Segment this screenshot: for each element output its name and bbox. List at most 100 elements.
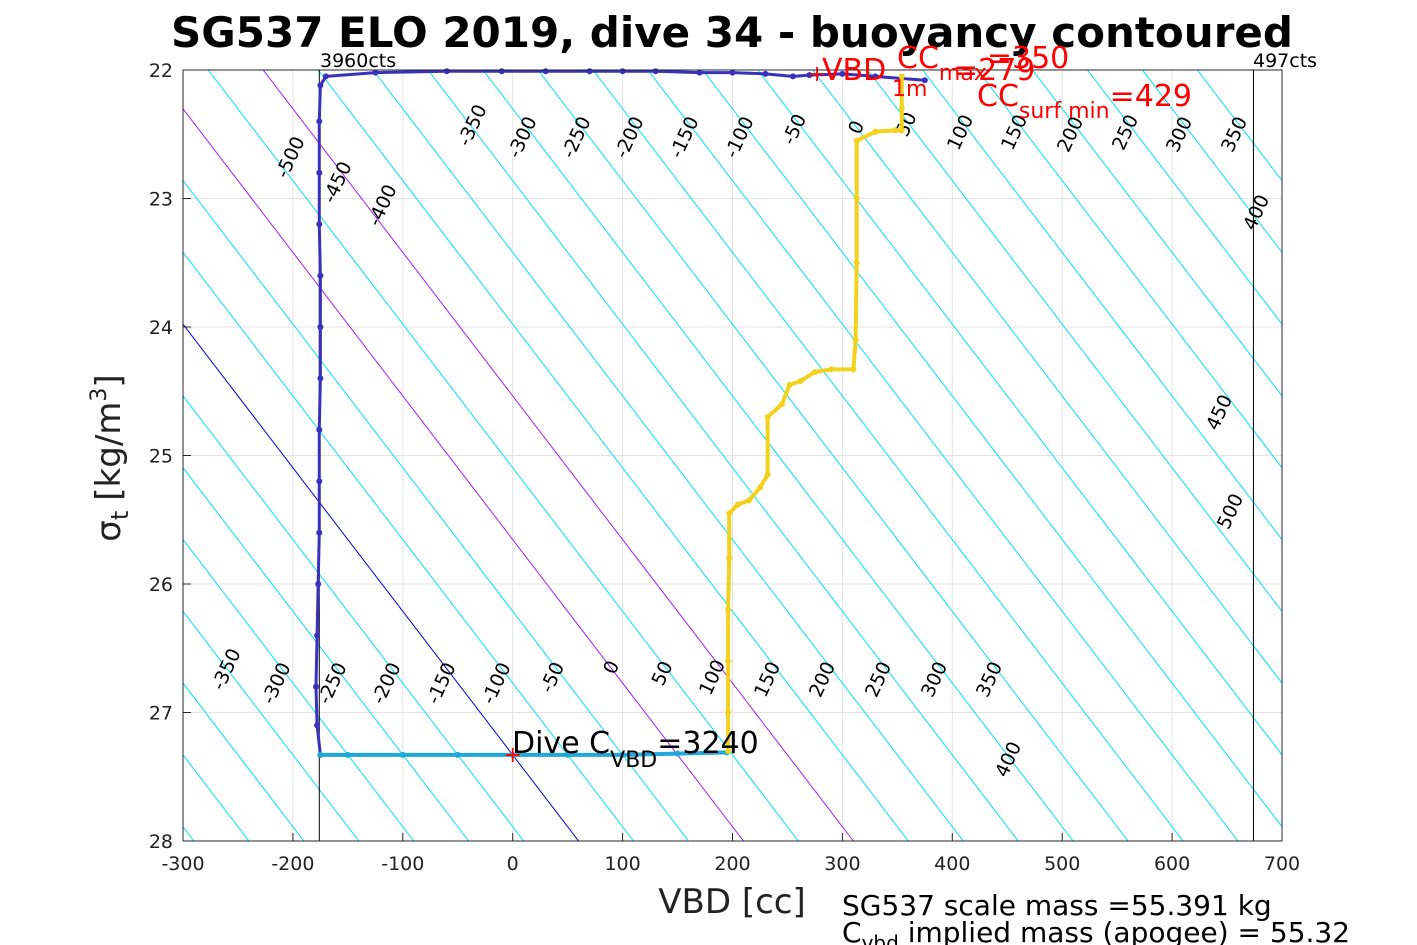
data-point [726, 555, 733, 562]
svg-text:CCmax=350: CCmax=350 [897, 41, 1069, 86]
data-point [652, 68, 659, 75]
cc-max-prefix: CC [897, 41, 939, 76]
cc-surf-sub: surf min [1019, 99, 1110, 124]
dive-c-suffix: =3240 [657, 726, 758, 761]
contour-line [922, 70, 1282, 541]
data-point [853, 259, 860, 266]
y-label-exp: 3 [87, 388, 112, 402]
y-tick-label: 27 [149, 703, 173, 725]
contour-line [183, 323, 579, 841]
cc-surf-suffix: =429 [1110, 79, 1192, 114]
y-label-unit: [kg/m [89, 402, 129, 501]
contour-line [317, 70, 909, 841]
dive-c-vbd-marker: + [503, 743, 521, 768]
contour-line [372, 70, 964, 841]
data-point [317, 82, 324, 89]
data-point [745, 497, 752, 504]
dive-c-vbd-annotation: Dive CVBD=3240 [512, 726, 759, 773]
contour-line [1087, 70, 1282, 326]
contour-line [0, 70, 84, 841]
data-point [317, 324, 324, 330]
data-point [619, 751, 626, 758]
contour-line [592, 70, 1184, 841]
data-point [314, 632, 321, 639]
svg-text:Cvbd implied mass (apogee) = 5: Cvbd implied mass (apogee) = 55.32 [842, 916, 1350, 945]
data-point [853, 195, 860, 202]
contour-line [482, 70, 1074, 841]
vbd-1m-annotation: VBD 1m [822, 53, 927, 102]
x-tick-label: 300 [824, 853, 860, 875]
data-point [725, 709, 732, 716]
y-tick-label: 26 [149, 574, 173, 596]
data-point [564, 751, 571, 758]
data-point [734, 501, 741, 508]
contour-line [183, 395, 525, 841]
x-tick-label: -200 [271, 853, 314, 875]
contour-line [183, 179, 689, 841]
data-point [762, 70, 769, 77]
x-tick-label: 500 [1044, 853, 1080, 875]
contour-line [0, 70, 29, 841]
svg-text:CCsurf min=429: CCsurf min=429 [977, 79, 1192, 124]
contour-line [183, 682, 305, 841]
data-point [839, 70, 846, 77]
x-axis-label: VBD [cc] [658, 882, 806, 922]
data-point [853, 137, 860, 144]
data-point [586, 68, 593, 75]
data-point [811, 368, 818, 375]
data-point [898, 73, 905, 80]
x-tick-label: 0 [507, 853, 519, 875]
contour-line [647, 70, 1239, 841]
data-point [316, 221, 323, 228]
y-tick-label: 25 [149, 446, 173, 468]
contour-line [427, 70, 1019, 841]
dive-series: ++ [312, 62, 928, 768]
data-point [317, 375, 324, 382]
contour-line [183, 107, 744, 841]
y-label-sub: t [106, 511, 134, 520]
dive-c-sub: VBD [610, 748, 657, 773]
data-point [872, 73, 879, 80]
cc-surf-prefix: CC [977, 79, 1019, 114]
y-tick-label: 28 [149, 831, 173, 853]
data-point [317, 272, 324, 279]
cc-surf-min-annotation: CCsurf min=429 [977, 79, 1192, 124]
data-point [443, 68, 450, 75]
data-point [454, 751, 461, 758]
implied-suffix: implied mass (apogee) = 55.32 [899, 916, 1350, 945]
implied-prefix: C [842, 916, 862, 945]
x-tick-label: 600 [1154, 853, 1190, 875]
data-point [344, 751, 351, 758]
data-point [850, 366, 857, 373]
implied-sub: vbd [862, 931, 899, 945]
y-tick-label: 23 [149, 189, 173, 211]
vbd-1m-sub: 1m [892, 77, 927, 102]
data-point [852, 336, 859, 343]
data-point [764, 413, 771, 420]
vbd-max-label: 497cts [1253, 50, 1317, 72]
x-tick-label: 200 [714, 853, 750, 875]
footer: SG537 scale mass =55.391 kg Cvbd implied… [842, 889, 1350, 945]
scale-mass-text: SG537 scale mass =55.391 kg [842, 889, 1272, 922]
data-point [789, 73, 796, 80]
data-point [619, 68, 626, 75]
data-point [872, 128, 879, 135]
data-point [509, 751, 516, 758]
contour-line [183, 466, 470, 841]
data-point [314, 722, 321, 729]
series-ascent-band [726, 76, 904, 752]
data-point [828, 366, 835, 373]
cc-max-sub: max [939, 61, 987, 86]
contour-line [867, 70, 1282, 613]
contour-line [537, 70, 1129, 841]
data-point [542, 68, 549, 75]
x-tick-label: 100 [604, 853, 640, 875]
data-point [316, 169, 323, 176]
data-point [399, 751, 406, 758]
cc-overlap-value: =279 [953, 53, 1035, 88]
data-point [806, 72, 813, 79]
data-point [921, 77, 928, 84]
contour-line [1141, 70, 1282, 254]
data-point [316, 426, 323, 433]
